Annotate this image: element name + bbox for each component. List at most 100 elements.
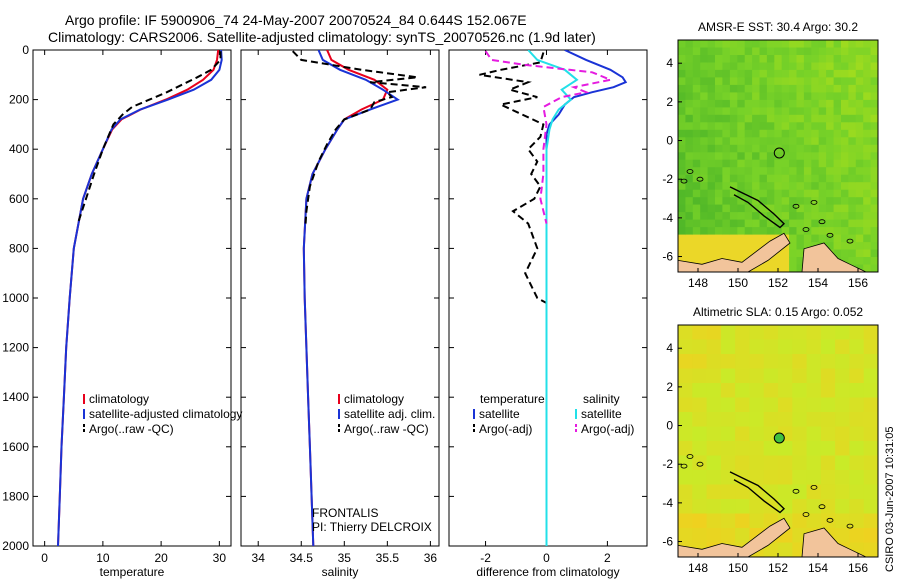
legend-heading: temperature [480, 392, 545, 406]
map-cell [796, 212, 805, 221]
map-cell [700, 242, 709, 251]
map-cell [863, 152, 872, 161]
map-cell [715, 234, 723, 243]
map-cell [848, 197, 857, 206]
map-cell [678, 114, 686, 123]
map-cell [818, 107, 827, 116]
map-cell [841, 174, 849, 183]
map-cell [806, 339, 822, 355]
x-tick-label: 152 [768, 276, 788, 290]
island-outline [792, 203, 800, 209]
map-cell [744, 99, 753, 108]
map-cell [778, 325, 793, 341]
map-cell [803, 77, 812, 86]
map-cell [759, 77, 768, 86]
map-cell [685, 77, 694, 86]
map-cell [692, 159, 701, 168]
map-cell [759, 84, 768, 93]
map-cell [848, 227, 857, 236]
map-cell [796, 227, 805, 236]
y-tick-label: 1200 [2, 341, 29, 355]
map-cell [763, 455, 779, 471]
map-cell [789, 99, 798, 108]
map-cell [855, 47, 864, 56]
y-tick-label: 2 [666, 95, 673, 109]
map-cell [849, 470, 865, 486]
map-cell [789, 242, 798, 251]
map-cell [729, 99, 738, 108]
map-cell [720, 470, 736, 486]
map-cell [707, 114, 716, 123]
map-cell [729, 227, 738, 236]
map-cell [744, 189, 753, 198]
map-cell [700, 92, 709, 101]
map-cell [826, 152, 835, 161]
map-cell [706, 455, 722, 471]
map-cell [752, 55, 761, 64]
map-cell [841, 167, 849, 176]
map-cell [833, 62, 842, 71]
series-line-satellite [527, 50, 579, 546]
y-tick-label: 400 [9, 142, 29, 156]
figure-title-line1: Argo profile: IF 5900906_74 24-May-2007 … [65, 12, 527, 28]
map-cell [692, 249, 701, 258]
map-cell [855, 219, 864, 228]
map-cell [759, 137, 768, 146]
map-cell [855, 174, 864, 183]
map-cell [774, 99, 783, 108]
map-cell [749, 513, 765, 529]
map-cell [729, 40, 738, 49]
map-cell [855, 257, 864, 266]
map-cell [870, 204, 878, 213]
map-cell [811, 55, 820, 64]
map-cell [749, 484, 765, 500]
map-cell [792, 513, 808, 529]
map-cell [735, 499, 750, 515]
map-cell [759, 227, 768, 236]
map-cell [826, 99, 835, 108]
x-tick-label: 34 [252, 551, 266, 565]
map-cell [766, 62, 775, 71]
map-cell [766, 219, 775, 228]
map-cell [685, 137, 694, 146]
map-cell [863, 412, 878, 428]
map-cell [820, 383, 836, 399]
map-cell [774, 129, 783, 138]
map-cell [700, 55, 709, 64]
map-cell [855, 62, 864, 71]
map-cell [848, 55, 857, 64]
map-cell [722, 40, 731, 49]
map-cell [848, 122, 857, 131]
map-cell [789, 129, 798, 138]
map-cell [707, 107, 716, 116]
map-cell [826, 159, 835, 168]
map-cell [820, 412, 836, 428]
map-cell [863, 107, 872, 116]
map-cell [796, 159, 805, 168]
map-cell [692, 77, 701, 86]
map-cell [789, 167, 798, 176]
map-cell [707, 99, 716, 108]
map-cell [678, 84, 686, 93]
map-cell [766, 84, 775, 93]
map-cell [707, 137, 716, 146]
map-cell [870, 69, 878, 78]
map-cell [778, 383, 793, 399]
map-cell [744, 174, 753, 183]
map-cell [763, 354, 779, 370]
map-cell [833, 40, 842, 49]
map-cell [863, 484, 878, 500]
map-cell [774, 189, 783, 198]
plot-frame [448, 49, 648, 547]
map-cell [685, 122, 694, 131]
map-cell [722, 69, 731, 78]
map-cell [789, 159, 798, 168]
map-cell [781, 107, 790, 116]
map-cell [789, 249, 798, 258]
series-line-argoadj [484, 50, 614, 224]
x-tick-label: 34.5 [290, 551, 314, 565]
map-cell [678, 219, 686, 228]
map-cell [811, 144, 820, 153]
x-tick-label: 0 [41, 551, 48, 565]
map-cell [870, 47, 878, 56]
